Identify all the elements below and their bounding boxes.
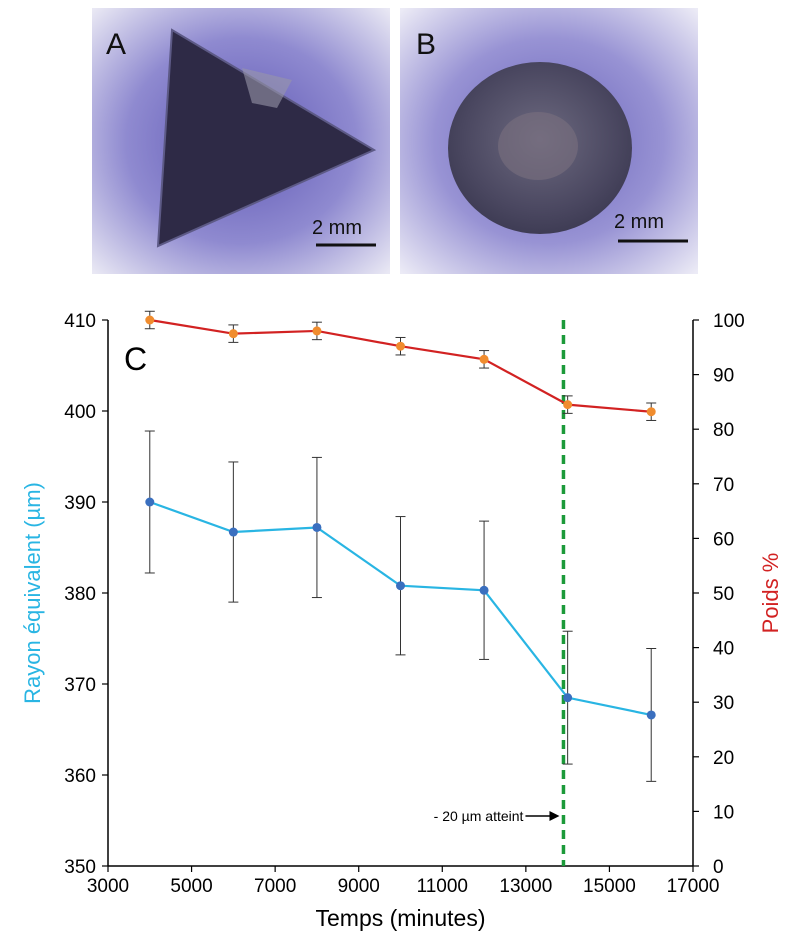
data-point [563, 693, 573, 703]
photo-panel-a: A 2 mm [92, 8, 390, 274]
data-point [145, 315, 155, 325]
data-point [479, 585, 489, 595]
data-point [312, 326, 322, 336]
data-point [228, 527, 238, 537]
x-tick-label: 3000 [87, 876, 129, 897]
x-tick-label: 15000 [583, 876, 636, 897]
left-tick-label: 360 [64, 766, 96, 787]
x-tick-label: 9000 [338, 876, 380, 897]
x-tick-label: 7000 [254, 876, 296, 897]
right-tick-label: 90 [713, 366, 734, 387]
series-left [144, 430, 657, 782]
left-axis-title: Rayon équivalent (µm) [20, 482, 45, 704]
left-tick-label: 410 [64, 311, 96, 332]
right-tick-label: 30 [713, 693, 734, 714]
crystal-inclusion [242, 68, 292, 108]
left-tick-label: 400 [64, 402, 96, 423]
panel-label-b: B [416, 28, 436, 61]
series-right [144, 310, 657, 421]
right-tick-label: 70 [713, 475, 734, 496]
chart-panel-c: 3000 5000 7000 9000 11000 13000 15000 17000 350 3… [0, 290, 787, 950]
right-tick-label: 80 [713, 420, 734, 441]
x-tick-label: 11000 [417, 876, 468, 897]
photo-panel-b: B 2 mm [400, 8, 698, 274]
crystal-face [158, 30, 374, 246]
data-point [145, 497, 155, 507]
right-tick-label: 50 [713, 584, 734, 605]
data-point [563, 400, 573, 410]
right-tick-label: 60 [713, 529, 734, 550]
data-point [646, 710, 656, 720]
threshold-arrowhead [549, 811, 560, 821]
panel-label-a: A [106, 28, 126, 61]
scale-bar-label-b: 2 mm [614, 211, 664, 233]
right-tick-label: 0 [713, 857, 724, 878]
right-tick-label: 100 [713, 311, 745, 332]
data-point [312, 522, 322, 532]
data-point [228, 329, 238, 339]
data-point [396, 581, 405, 591]
data-point [479, 354, 489, 364]
crystal-photo-b: B 2 mm [400, 8, 698, 274]
left-tick-label: 390 [64, 493, 96, 514]
scale-bar-label-a: 2 mm [312, 217, 362, 239]
x-axis-title: Temps (minutes) [316, 905, 486, 931]
dual-axis-line-chart: 3000 5000 7000 9000 11000 13000 15000 17000 350 3… [20, 310, 783, 931]
right-tick-label: 20 [713, 748, 734, 769]
right-tick-label: 10 [713, 802, 734, 823]
data-point [396, 341, 405, 351]
crystal-photo-a: A 2 mm [92, 8, 390, 274]
data-point [646, 407, 656, 417]
panel-label-c: C [124, 341, 147, 377]
left-tick-label: 370 [64, 675, 96, 696]
threshold-marker: - 20 µm atteint [434, 320, 566, 866]
x-tick-label: 13000 [499, 876, 552, 897]
crystal-core [498, 112, 578, 180]
left-tick-label: 350 [64, 857, 96, 878]
right-axis-title: Poids % [758, 553, 783, 634]
right-tick-label: 40 [713, 639, 734, 660]
x-tick-label: 5000 [170, 876, 212, 897]
chart-series [144, 310, 657, 782]
axis-ticks: 3000 5000 7000 9000 11000 13000 15000 17000 350 3… [64, 311, 744, 897]
x-tick-label: 17000 [667, 876, 720, 897]
series-line [149, 318, 652, 413]
left-tick-label: 380 [64, 584, 96, 605]
threshold-label: - 20 µm atteint [434, 808, 524, 824]
